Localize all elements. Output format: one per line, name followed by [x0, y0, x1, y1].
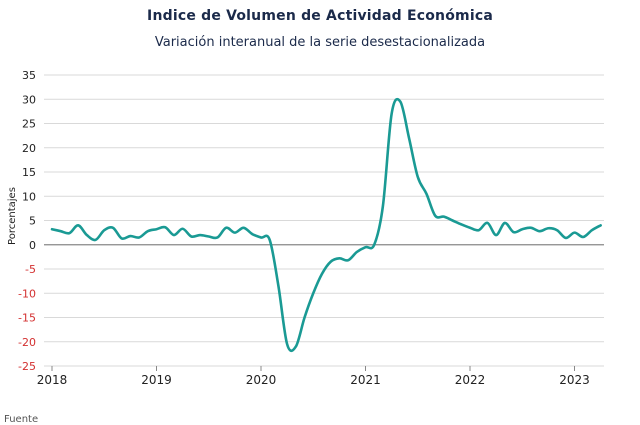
x-tick-label: 2020 — [246, 373, 277, 387]
x-axis-ticks: 2018 2019 2020 2021 2022 2023 — [37, 366, 590, 387]
x-tick-label: 2018 — [37, 373, 68, 387]
x-tick-label: 2019 — [141, 373, 172, 387]
y-tick-label: -20 — [18, 336, 36, 349]
y-tick-label: 20 — [22, 142, 36, 155]
y-axis-ticks: 35 30 25 20 15 10 5 0 -5 -10 -15 -20 -25 — [18, 69, 36, 373]
source-note: Fuente — [4, 414, 39, 425]
chart-title: Indice de Volumen de Actividad Económica — [147, 8, 493, 24]
y-tick-label: 15 — [22, 166, 36, 179]
y-tick-label: -15 — [18, 312, 36, 325]
gridlines — [44, 74, 604, 367]
x-tick-label: 2021 — [350, 373, 381, 387]
x-tick-label: 2023 — [559, 373, 590, 387]
y-tick-label: -25 — [18, 360, 36, 373]
y-tick-label: 10 — [22, 190, 36, 203]
chart-subtitle: Variación interanual de la serie desesta… — [154, 35, 486, 50]
y-tick-label: 35 — [22, 69, 36, 82]
y-tick-label: 30 — [22, 93, 36, 106]
y-tick-label: -10 — [18, 287, 36, 300]
y-tick-label: 0 — [29, 239, 36, 252]
y-tick-label: 5 — [29, 215, 36, 228]
series-line — [50, 97, 602, 353]
y-tick-label: -5 — [25, 263, 36, 276]
y-tick-label: 25 — [22, 118, 36, 131]
x-tick-label: 2022 — [455, 373, 486, 387]
y-axis-label: Porcentajes — [7, 187, 18, 245]
series-lines — [50, 97, 602, 353]
